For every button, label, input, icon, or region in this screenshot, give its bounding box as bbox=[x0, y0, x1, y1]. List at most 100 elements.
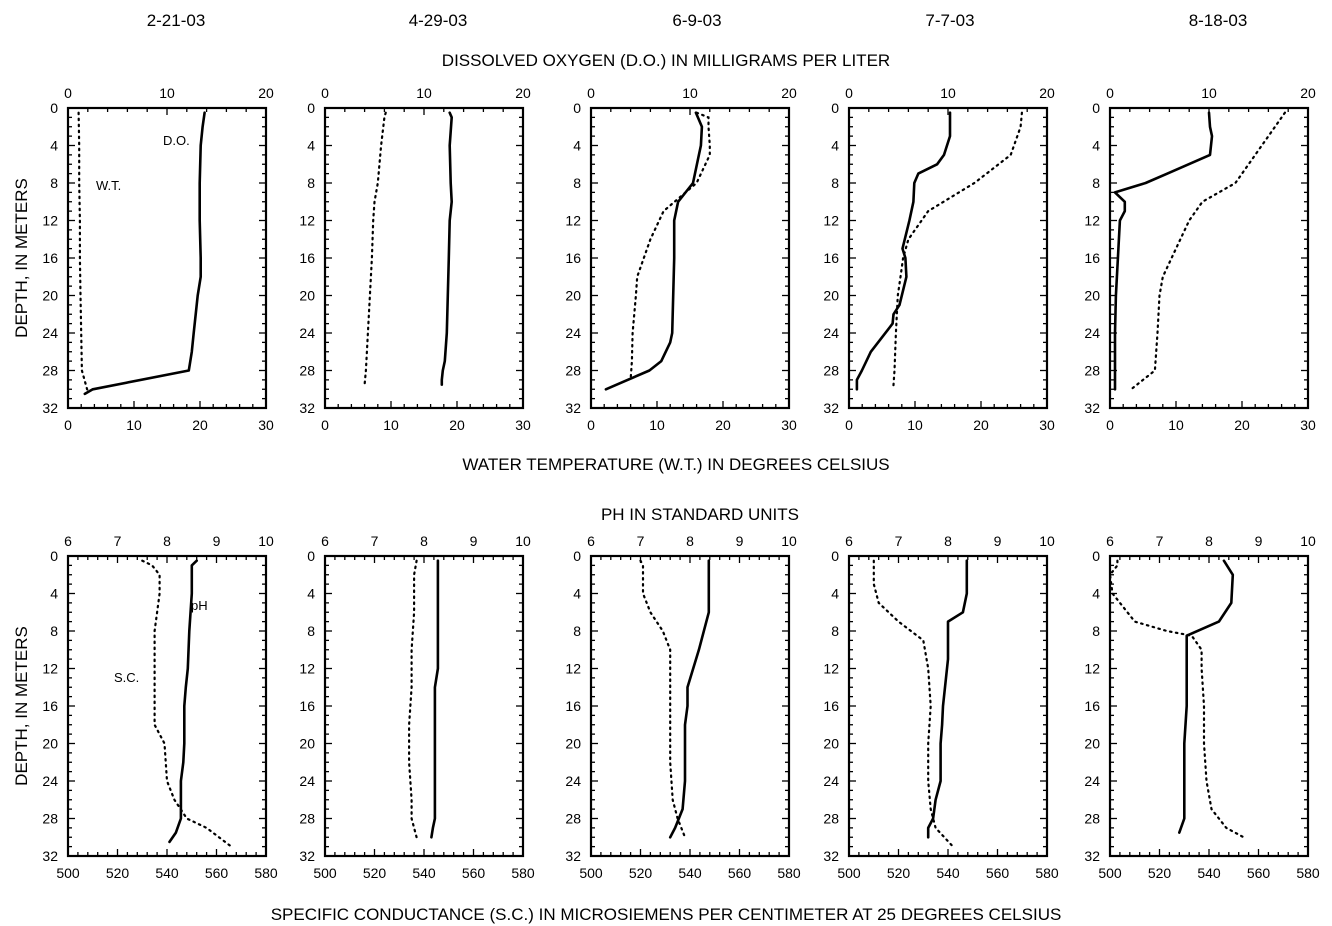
bottom-axis-tick-label: 540 bbox=[936, 865, 960, 881]
depth-tick-label: 4 bbox=[831, 138, 839, 154]
bottom-axis-tick-label: 560 bbox=[1247, 865, 1271, 881]
bottom-axis-tick-label: 30 bbox=[258, 417, 274, 433]
bottom-axis-tick-label: 10 bbox=[649, 417, 665, 433]
depth-tick-label: 16 bbox=[42, 250, 58, 266]
depth-tick-label: 16 bbox=[1084, 698, 1100, 714]
bottom-axis-tick-label: 30 bbox=[1300, 417, 1316, 433]
depth-tick-label: 24 bbox=[1084, 773, 1100, 789]
bottom-axis-tick-label: 500 bbox=[313, 865, 337, 881]
plot-frame bbox=[847, 554, 1049, 858]
profile-panels: 0 4 8 12 16 20 24 28 32 0 10 20 0 10 20 30 0 4 8 12 16 20 24 28… bbox=[42, 85, 1319, 881]
depth-tick-label: 8 bbox=[307, 175, 315, 191]
depth-tick-label: 4 bbox=[307, 138, 315, 154]
plot-frame bbox=[1108, 554, 1310, 858]
top-axis-tick-label: 9 bbox=[213, 533, 221, 549]
bottom-axis-tick-label: 560 bbox=[728, 865, 752, 881]
depth-tick-label: 24 bbox=[565, 773, 581, 789]
plot-frame bbox=[323, 554, 525, 858]
depth-tick-label: 4 bbox=[573, 138, 581, 154]
panel-0-3: 0 4 8 12 16 20 24 28 32 0 10 20 0 10 20 30 bbox=[823, 85, 1055, 433]
depth-tick-label: 24 bbox=[42, 773, 58, 789]
specific-conductance-line bbox=[872, 559, 955, 848]
depth-axis-title-top: DEPTH, IN METERS bbox=[12, 178, 31, 338]
bottom-axis-tick-label: 10 bbox=[907, 417, 923, 433]
date-label-2: 4-29-03 bbox=[409, 11, 468, 30]
dissolved-oxygen-line bbox=[1113, 111, 1214, 391]
bottom-axis-tick-label: 520 bbox=[887, 865, 911, 881]
specific-conductance-line bbox=[1108, 559, 1245, 839]
bottom-axis-tick-label: 580 bbox=[511, 865, 535, 881]
top-axis-tick-label: 6 bbox=[321, 533, 329, 549]
depth-tick-label: 16 bbox=[42, 698, 58, 714]
depth-tick-label: 20 bbox=[299, 288, 315, 304]
top-axis-tick-label: 6 bbox=[64, 533, 72, 549]
dissolved-oxygen-line bbox=[604, 111, 704, 391]
top-axis-tick-label: 6 bbox=[845, 533, 853, 549]
panel-1-0: 0 4 8 12 16 20 24 28 32 6 7 8 9 10 500 520 540 560 580 bbox=[42, 533, 277, 881]
bottom-axis-tick-label: 10 bbox=[126, 417, 142, 433]
date-label-3: 6-9-03 bbox=[672, 11, 721, 30]
bottom-axis-tick-label: 0 bbox=[321, 417, 329, 433]
depth-tick-label: 12 bbox=[42, 661, 58, 677]
depth-tick-label: 0 bbox=[50, 100, 58, 116]
depth-tick-label: 20 bbox=[42, 288, 58, 304]
ph-axis-title: PH IN STANDARD UNITS bbox=[601, 505, 799, 524]
depth-tick-label: 8 bbox=[307, 623, 315, 639]
bottom-axis-tick-label: 20 bbox=[449, 417, 465, 433]
top-axis-tick-label: 10 bbox=[940, 85, 956, 101]
panel-1-4: 0 4 8 12 16 20 24 28 32 6 7 8 9 10 500 520 540 560 580 bbox=[1084, 533, 1319, 881]
depth-tick-label: 32 bbox=[565, 848, 581, 864]
depth-tick-label: 32 bbox=[1084, 400, 1100, 416]
bottom-axis-tick-label: 20 bbox=[1234, 417, 1250, 433]
ph-line bbox=[168, 559, 198, 844]
depth-tick-label: 0 bbox=[307, 548, 315, 564]
top-axis-tick-label: 10 bbox=[258, 533, 274, 549]
top-axis-tick-label: 10 bbox=[416, 85, 432, 101]
depth-tick-label: 16 bbox=[565, 698, 581, 714]
top-axis-tick-label: 8 bbox=[686, 533, 694, 549]
depth-tick-label: 20 bbox=[299, 736, 315, 752]
depth-tick-label: 0 bbox=[573, 100, 581, 116]
bottom-axis-tick-label: 520 bbox=[106, 865, 130, 881]
date-label-5: 8-18-03 bbox=[1189, 11, 1248, 30]
depth-tick-label: 4 bbox=[831, 586, 839, 602]
top-axis-tick-label: 0 bbox=[64, 85, 72, 101]
depth-tick-label: 16 bbox=[1084, 250, 1100, 266]
top-axis-tick-label: 20 bbox=[258, 85, 274, 101]
top-axis-tick-label: 8 bbox=[944, 533, 952, 549]
depth-axis-title-bottom: DEPTH, IN METERS bbox=[12, 626, 31, 786]
bottom-axis-tick-label: 30 bbox=[781, 417, 797, 433]
top-axis-tick-label: 10 bbox=[159, 85, 175, 101]
depth-tick-label: 20 bbox=[823, 288, 839, 304]
bottom-axis-tick-label: 580 bbox=[1296, 865, 1320, 881]
bottom-axis-tick-label: 10 bbox=[1168, 417, 1184, 433]
depth-tick-label: 8 bbox=[573, 623, 581, 639]
bottom-axis-tick-label: 10 bbox=[383, 417, 399, 433]
depth-tick-label: 32 bbox=[823, 400, 839, 416]
depth-tick-label: 8 bbox=[1092, 623, 1100, 639]
depth-tick-label: 20 bbox=[1084, 288, 1100, 304]
depth-tick-label: 8 bbox=[50, 175, 58, 191]
panel-0-4: 0 4 8 12 16 20 24 28 32 0 10 20 0 10 20 30 bbox=[1084, 85, 1316, 433]
panel-1-2: 0 4 8 12 16 20 24 28 32 6 7 8 9 10 500 520 540 560 580 bbox=[565, 533, 800, 881]
water-temperature-line bbox=[77, 111, 91, 394]
depth-tick-label: 24 bbox=[565, 325, 581, 341]
plot-frame bbox=[847, 106, 1049, 410]
top-axis-tick-label: 9 bbox=[736, 533, 744, 549]
plot-frame bbox=[589, 554, 791, 858]
depth-tick-label: 12 bbox=[299, 661, 315, 677]
top-axis-tick-label: 7 bbox=[895, 533, 903, 549]
specific-conductance-line bbox=[639, 559, 687, 839]
plot-frame bbox=[66, 106, 268, 410]
bottom-axis-tick-label: 0 bbox=[587, 417, 595, 433]
depth-tick-label: 16 bbox=[565, 250, 581, 266]
wt-series-label: W.T. bbox=[96, 178, 121, 193]
do-series-label: D.O. bbox=[163, 133, 190, 148]
depth-tick-label: 8 bbox=[1092, 175, 1100, 191]
depth-tick-label: 24 bbox=[823, 773, 839, 789]
bottom-axis-tick-label: 520 bbox=[1148, 865, 1172, 881]
depth-tick-label: 16 bbox=[823, 250, 839, 266]
bottom-axis-tick-label: 500 bbox=[56, 865, 80, 881]
bottom-axis-tick-label: 30 bbox=[1039, 417, 1055, 433]
